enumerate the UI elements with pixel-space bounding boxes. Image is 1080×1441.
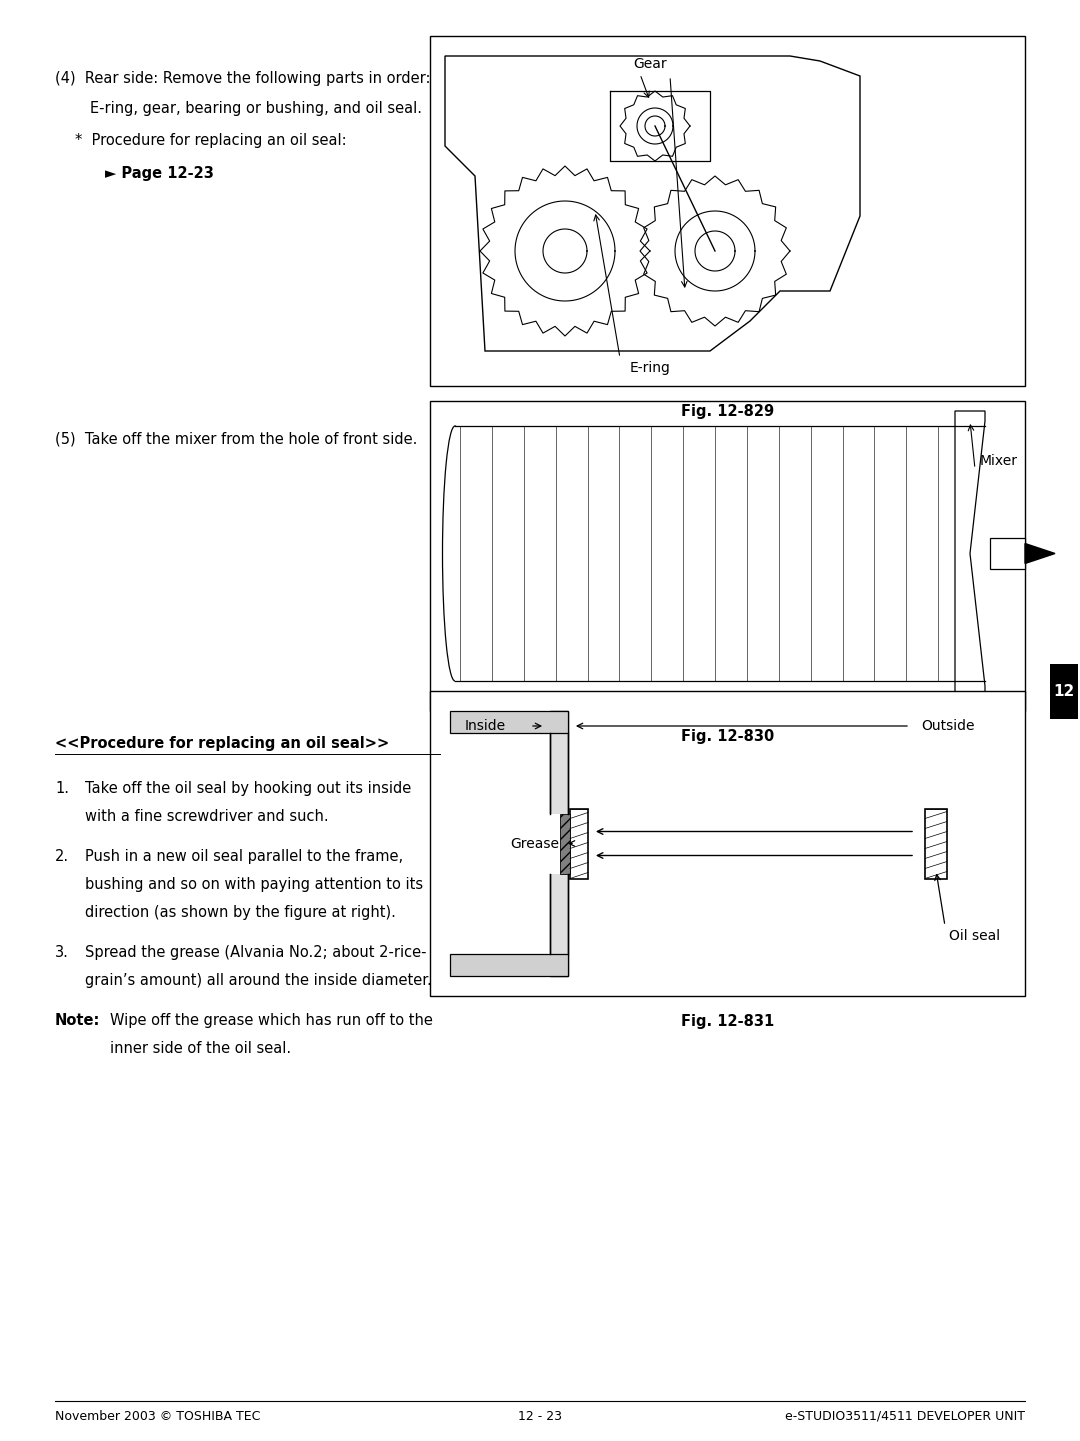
Text: (5)  Take off the mixer from the hole of front side.: (5) Take off the mixer from the hole of …	[55, 431, 417, 447]
Text: Inside: Inside	[465, 719, 507, 733]
Text: Fig. 12-829: Fig. 12-829	[680, 403, 774, 419]
Text: Gear: Gear	[633, 58, 666, 71]
Bar	[924, 808, 947, 879]
Text: Note:: Note:	[55, 1013, 100, 1027]
Polygon shape	[445, 56, 860, 352]
Text: 1.: 1.	[55, 781, 69, 795]
Bar	[430, 36, 1025, 386]
Text: Take off the oil seal by hooking out its inside: Take off the oil seal by hooking out its…	[85, 781, 411, 795]
Text: Push in a new oil seal parallel to the frame,: Push in a new oil seal parallel to the f…	[85, 849, 403, 865]
Text: 12: 12	[1053, 683, 1075, 699]
Text: Spread the grease (Alvania No.2; about 2-rice-: Spread the grease (Alvania No.2; about 2…	[85, 945, 427, 960]
Text: direction (as shown by the figure at right).: direction (as shown by the figure at rig…	[85, 905, 396, 919]
Bar	[1050, 663, 1078, 719]
Bar	[450, 710, 568, 733]
Ellipse shape	[443, 427, 468, 682]
Bar	[549, 814, 569, 873]
Text: Grease: Grease	[510, 836, 559, 850]
Bar	[450, 954, 568, 976]
Polygon shape	[1025, 543, 1055, 563]
Text: inner side of the oil seal.: inner side of the oil seal.	[110, 1040, 292, 1056]
Text: <<Procedure for replacing an oil seal>>: <<Procedure for replacing an oil seal>>	[55, 736, 389, 751]
Text: bushing and so on with paying attention to its: bushing and so on with paying attention …	[85, 878, 423, 892]
Text: E-ring, gear, bearing or bushing, and oil seal.: E-ring, gear, bearing or bushing, and oi…	[90, 101, 422, 115]
Text: Fig. 12-831: Fig. 12-831	[680, 1014, 774, 1029]
Bar	[990, 539, 1025, 569]
Bar	[570, 808, 588, 879]
Bar	[455, 427, 985, 682]
Text: Wipe off the grease which has run off to the: Wipe off the grease which has run off to…	[110, 1013, 433, 1027]
Text: 2.: 2.	[55, 849, 69, 865]
Text: November 2003 © TOSHIBA TEC: November 2003 © TOSHIBA TEC	[55, 1409, 260, 1422]
Text: Mixer: Mixer	[980, 454, 1018, 468]
Polygon shape	[955, 411, 985, 696]
Text: 12 - 23: 12 - 23	[518, 1409, 562, 1422]
Text: Outside: Outside	[921, 719, 975, 733]
Bar	[430, 401, 1025, 710]
Text: Oil seal: Oil seal	[949, 929, 1000, 942]
Text: E-ring: E-ring	[630, 362, 671, 375]
Bar	[550, 710, 568, 976]
Text: e-STUDIO3511/4511 DEVELOPER UNIT: e-STUDIO3511/4511 DEVELOPER UNIT	[785, 1409, 1025, 1422]
Text: Fig. 12-830: Fig. 12-830	[680, 729, 774, 744]
Text: grain’s amount) all around the inside diameter.: grain’s amount) all around the inside di…	[85, 973, 432, 989]
Bar	[430, 692, 1025, 996]
Text: with a fine screwdriver and such.: with a fine screwdriver and such.	[85, 808, 328, 824]
Text: (4)  Rear side: Remove the following parts in order:: (4) Rear side: Remove the following part…	[55, 71, 431, 86]
Text: 3.: 3.	[55, 945, 69, 960]
Text: ► Page 12-23: ► Page 12-23	[105, 166, 214, 182]
Polygon shape	[561, 814, 570, 873]
Text: *  Procedure for replacing an oil seal:: * Procedure for replacing an oil seal:	[75, 133, 347, 148]
